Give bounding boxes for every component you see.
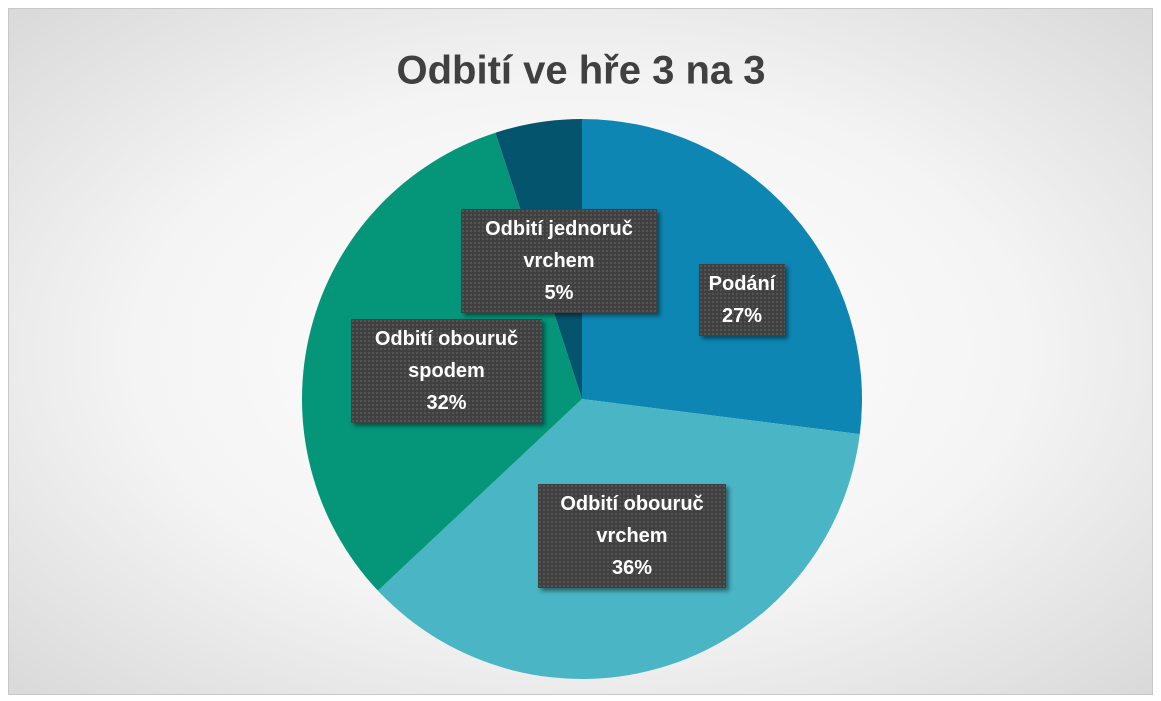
chart: Odbití ve hře 3 na 3 [302, 49, 862, 679]
data-label: Podání 27% [699, 264, 785, 336]
label-value: 32% [426, 392, 467, 414]
data-label: Odbití jednoruč vrchem 5% [461, 209, 657, 313]
chart-title: Odbití ve hře 3 na 3 [396, 49, 765, 93]
label-value: 27% [721, 305, 763, 327]
label-category: Odbití obouruč spodem [374, 328, 519, 382]
label-category: Odbití jednoruč vrchem [485, 218, 633, 272]
label-value: 36% [611, 557, 653, 579]
label-category: Podání [708, 273, 776, 295]
data-label: Odbití obouruč spodem 32% [351, 319, 542, 423]
label-value: 5% [544, 282, 574, 304]
label-category: Odbití obouruč vrchem [560, 493, 704, 547]
data-label: Odbití obouruč vrchem 36% [538, 484, 726, 588]
chart-frame: Odbití ve hře 3 na 3 Podání 27% Odbití obo… [8, 8, 1153, 695]
